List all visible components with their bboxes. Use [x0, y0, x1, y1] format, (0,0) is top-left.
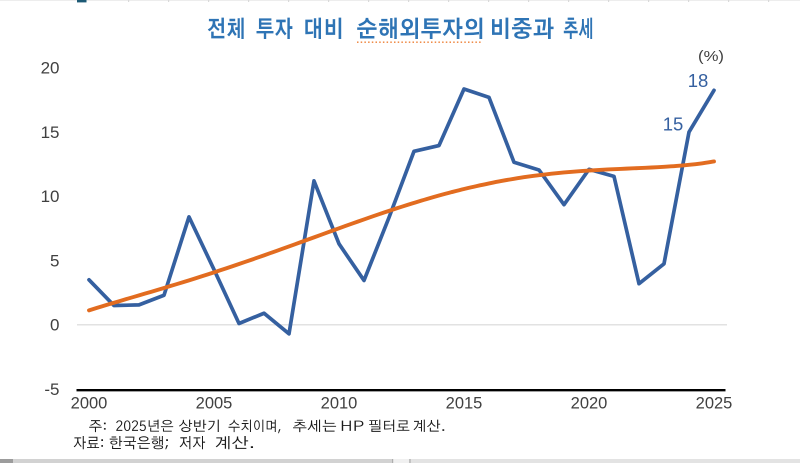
svg-text:(%): (%) [698, 48, 724, 65]
svg-text:20: 20 [41, 59, 60, 78]
svg-text:2015: 2015 [446, 395, 483, 413]
svg-text:15: 15 [663, 114, 684, 135]
svg-text:-5: -5 [44, 380, 59, 399]
svg-text:15: 15 [41, 123, 60, 142]
svg-text:2000: 2000 [71, 395, 108, 413]
svg-text:0: 0 [50, 316, 59, 335]
svg-text:10: 10 [41, 187, 60, 206]
svg-text:2020: 2020 [571, 395, 608, 413]
svg-text:5: 5 [50, 251, 59, 270]
svg-text:2010: 2010 [321, 395, 358, 413]
svg-text:2005: 2005 [196, 395, 233, 413]
svg-text:2025: 2025 [696, 395, 733, 413]
svg-text:18: 18 [688, 70, 709, 91]
